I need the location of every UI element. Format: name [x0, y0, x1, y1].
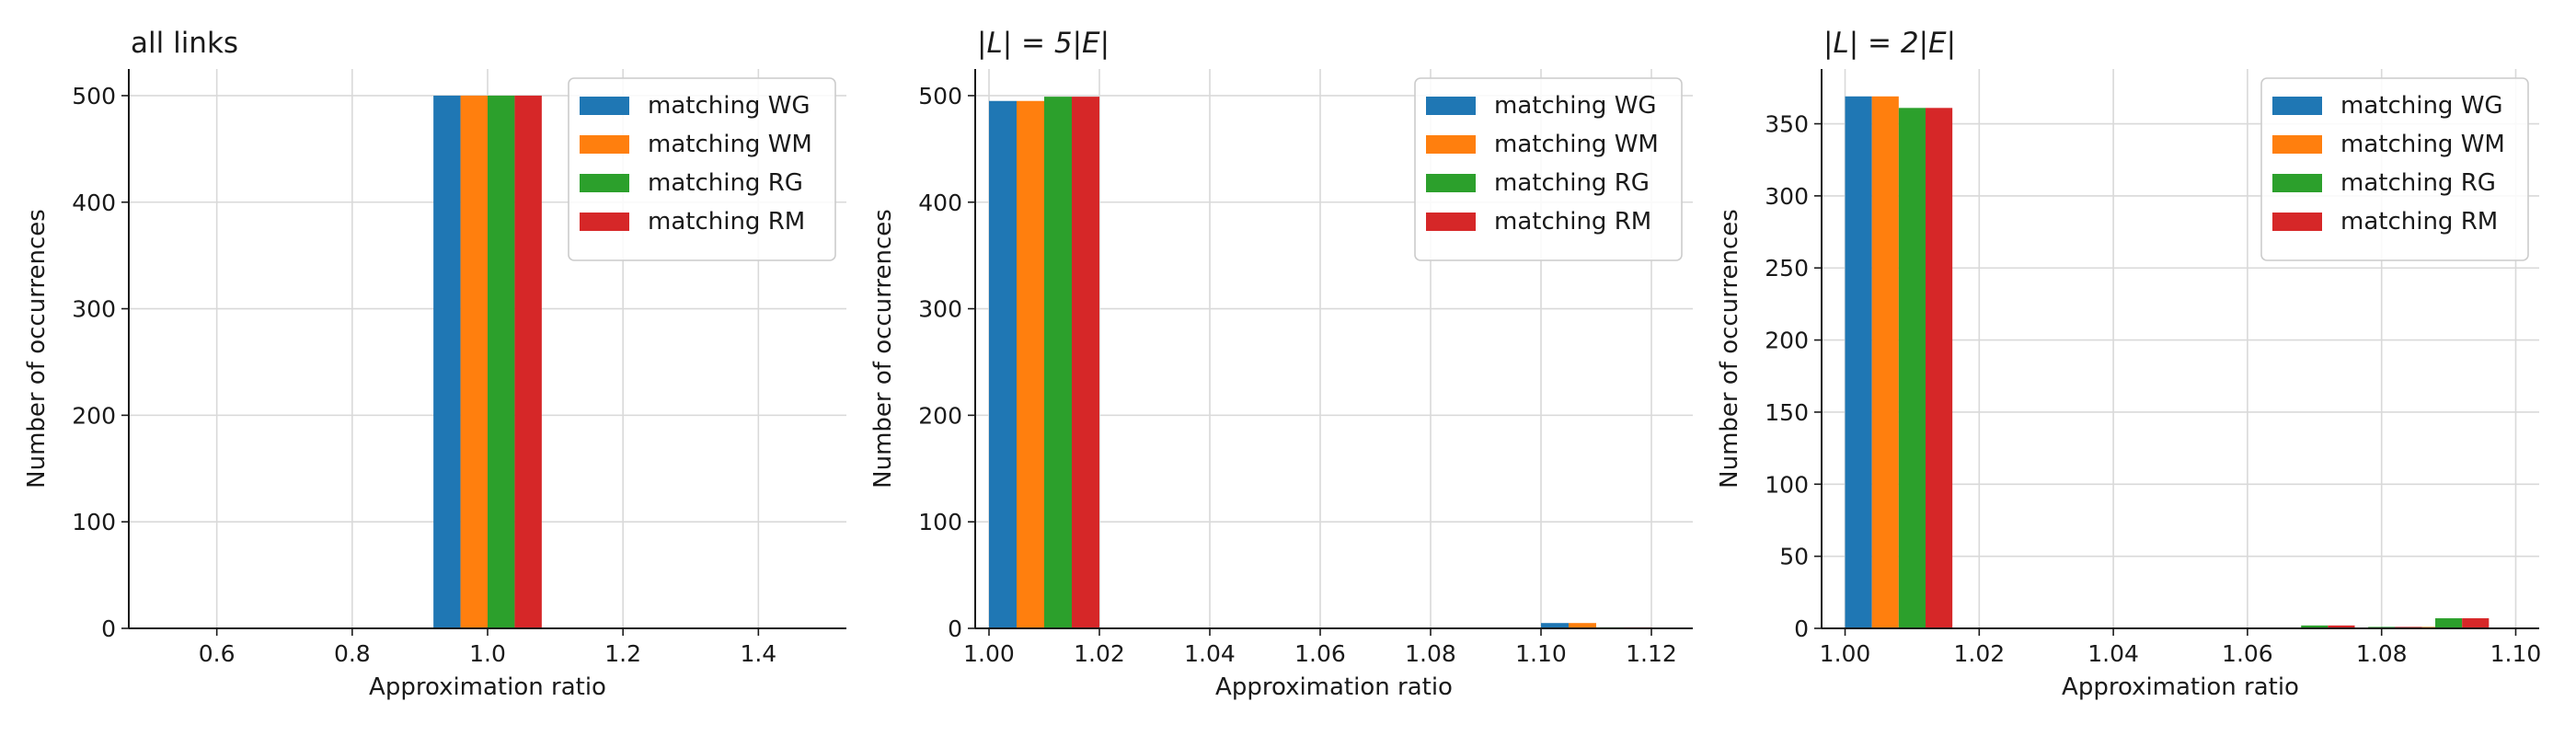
bar-matching-rg-1: [488, 95, 515, 628]
legend-swatch-matching-wg: [580, 97, 629, 115]
legend: matching WG matching WM matching RG matchin…: [1414, 77, 1683, 261]
x-tick-label: 1.00: [963, 640, 1015, 667]
y-tick-label: 500: [918, 83, 962, 109]
bar-matching-rm-1: [1072, 97, 1099, 628]
y-tick-label: 400: [918, 190, 962, 216]
y-tick-label: 250: [1765, 255, 1809, 282]
x-tick-label: 1.0: [469, 640, 506, 667]
y-axis-label: Number of occurrences: [869, 209, 897, 489]
chart-title: all links: [131, 27, 238, 60]
x-tick-label: 1.00: [1820, 640, 1871, 667]
x-tick-label: 1.02: [1074, 640, 1125, 667]
x-tick-label: 1.06: [2222, 640, 2273, 667]
legend-swatch-matching-rm: [2272, 213, 2322, 231]
y-tick-label: 50: [1779, 544, 1809, 570]
x-tick-label: 1.04: [2087, 640, 2139, 667]
y-tick-label: 300: [918, 296, 962, 323]
legend-swatch-matching-wg: [2272, 97, 2322, 115]
legend-label-matching-rm: matching RM: [1494, 208, 1651, 236]
chart-title: |L| = 2|E|: [1823, 27, 1956, 60]
bar-matching-wm-1: [460, 95, 488, 628]
x-axis-label: Approximation ratio: [1215, 673, 1453, 701]
y-axis-label: Number of occurrences: [23, 209, 51, 489]
y-tick-label: 100: [72, 509, 116, 535]
legend-label-matching-wg: matching WG: [2340, 92, 2503, 120]
y-tick-label: 0: [101, 615, 116, 642]
legend: matching WG matching WM matching RG matchin…: [568, 77, 836, 261]
legend-swatch-matching-wg: [1426, 97, 1476, 115]
legend-label-matching-rg: matching RG: [2340, 169, 2496, 197]
legend-swatch-matching-wm: [2272, 135, 2322, 154]
y-tick-label: 300: [72, 296, 116, 323]
bar-matching-wg-2: [1541, 623, 1569, 628]
bar-matching-rg-4: [2435, 618, 2463, 628]
x-tick-label: 0.6: [199, 640, 236, 667]
bar-matching-wg-1: [433, 95, 461, 628]
legend-label-matching-wg: matching WG: [648, 92, 811, 120]
bar-matching-rm-2: [2328, 625, 2355, 628]
legend-swatch-matching-rm: [580, 213, 629, 231]
x-tick-label: 1.10: [1515, 640, 1567, 667]
y-tick-label: 100: [1765, 471, 1809, 498]
legend-label-matching-wg: matching WG: [1494, 92, 1657, 120]
legend-frame: [2260, 77, 2529, 261]
y-tick-label: 200: [72, 402, 116, 429]
y-tick-label: 150: [1765, 399, 1809, 426]
chart-panel-3: 1.00 1.02 1.04 1.06 1.08 1.10 0 50 100 150 200 250 3…: [1716, 27, 2541, 701]
y-tick-label: 0: [948, 615, 962, 642]
legend-swatch-matching-rg: [2272, 174, 2322, 192]
bar-matching-rm-4: [2462, 618, 2490, 628]
bar-matching-rm-1: [514, 95, 542, 628]
bar-matching-rg-1: [1898, 108, 1926, 629]
x-tick-label: 1.08: [2356, 640, 2408, 667]
legend-swatch-matching-wm: [580, 135, 629, 154]
legend-label-matching-rm: matching RM: [2340, 208, 2498, 236]
bar-matching-wm-1: [1017, 100, 1044, 628]
x-tick-label: 1.2: [604, 640, 641, 667]
chart-title: |L| = 5|E|: [977, 27, 1110, 60]
y-tick-label: 350: [1765, 111, 1809, 138]
bar-matching-rm-1: [1925, 108, 1953, 629]
legend-swatch-matching-rg: [1426, 174, 1476, 192]
legend-label-matching-wm: matching WM: [2340, 131, 2505, 158]
chart-panel-1: 0.6 0.8 1.0 1.2 1.4 0 100 200 300 400 500 Approxima…: [23, 27, 846, 701]
x-axis-label: Approximation ratio: [369, 673, 606, 701]
legend-label-matching-wm: matching WM: [1494, 131, 1659, 158]
bar-matching-rg-2: [2301, 625, 2329, 628]
legend-frame: [1414, 77, 1683, 261]
x-tick-label: 1.06: [1294, 640, 1346, 667]
y-tick-label: 500: [72, 83, 116, 109]
y-tick-label: 300: [1765, 183, 1809, 210]
x-tick-label: 1.04: [1184, 640, 1236, 667]
legend: matching WG matching WM matching RG matchin…: [2260, 77, 2529, 261]
x-axis-label: Approximation ratio: [2062, 673, 2299, 701]
y-tick-label: 0: [1794, 615, 1809, 642]
legend-swatch-matching-rg: [580, 174, 629, 192]
legend-frame: [568, 77, 836, 261]
legend-swatch-matching-wm: [1426, 135, 1476, 154]
bar-matching-wm-2: [1569, 623, 1596, 628]
x-tick-label: 1.12: [1626, 640, 1677, 667]
legend-label-matching-rm: matching RM: [648, 208, 805, 236]
legend-label-matching-wm: matching WM: [648, 131, 812, 158]
bar-matching-wg-1: [1845, 96, 1872, 628]
y-tick-label: 200: [1765, 328, 1809, 354]
bar-matching-wm-1: [1871, 96, 1899, 628]
y-tick-label: 200: [918, 402, 962, 429]
bar-matching-wg-1: [989, 100, 1017, 628]
x-tick-label: 1.10: [2490, 640, 2542, 667]
x-tick-label: 1.08: [1405, 640, 1456, 667]
legend-swatch-matching-rm: [1426, 213, 1476, 231]
y-axis-label: Number of occurrences: [1716, 209, 1743, 489]
y-tick-label: 100: [918, 509, 962, 535]
chart-panel-2: 1.00 1.02 1.04 1.06 1.08 1.10 1.12 0 100 200 300 40…: [869, 27, 1693, 701]
legend-label-matching-rg: matching RG: [1494, 169, 1650, 197]
x-tick-label: 1.4: [740, 640, 776, 667]
y-tick-label: 400: [72, 190, 116, 216]
x-tick-label: 1.02: [1953, 640, 2005, 667]
bar-matching-rg-1: [1044, 97, 1072, 628]
legend-label-matching-rg: matching RG: [648, 169, 803, 197]
x-tick-label: 0.8: [334, 640, 371, 667]
